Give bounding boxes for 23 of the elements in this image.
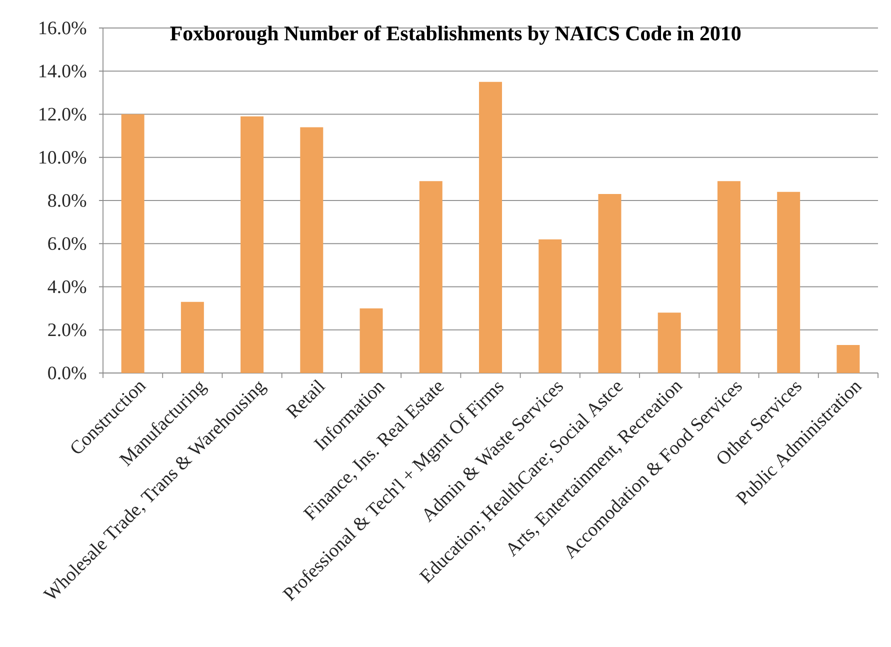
bar (598, 194, 622, 373)
y-tick-label: 8.0% (48, 194, 86, 207)
bar (479, 82, 502, 373)
bar (121, 114, 144, 373)
bar (300, 127, 324, 373)
bar (240, 116, 264, 373)
y-tick-label: 4.0% (48, 280, 86, 294)
y-tick-label: 10.0% (40, 150, 86, 164)
bar (717, 181, 740, 373)
y-tick-label: 6.0% (48, 237, 86, 250)
y-tick-label: 0.0% (48, 366, 86, 380)
bar (777, 192, 800, 373)
bar (360, 308, 383, 373)
y-tick-label: 2.0% (48, 323, 86, 336)
chart-title: Foxborough Number of Establishments by NAICS Code in 2010 (170, 26, 741, 45)
bar (658, 312, 681, 373)
bar (180, 302, 204, 373)
y-tick-label: 16.0% (40, 22, 86, 34)
bar (419, 181, 442, 373)
bar (836, 344, 860, 373)
y-tick-label: 14.0% (40, 64, 86, 78)
y-tick-label: 12.0% (40, 108, 86, 121)
bar (538, 239, 562, 373)
